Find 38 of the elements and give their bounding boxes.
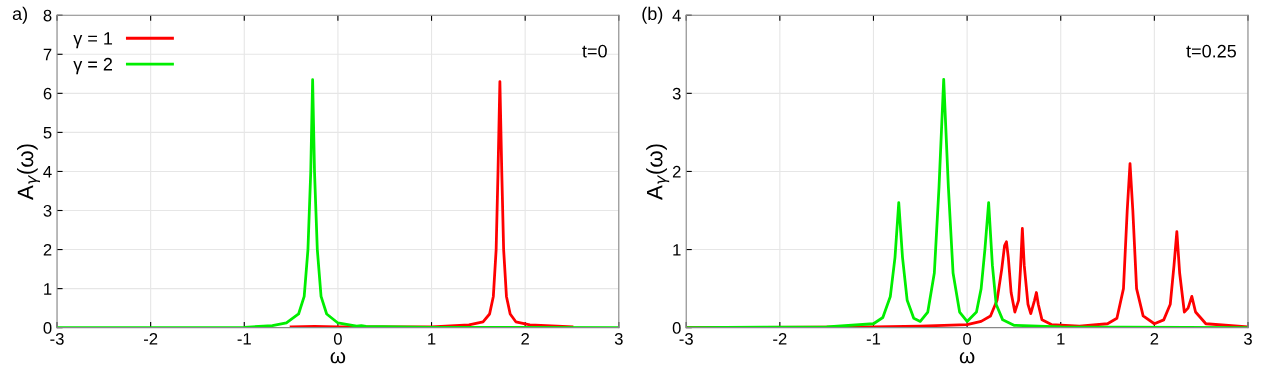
y-tick-label: 2	[43, 243, 52, 256]
x-tick-label: -1	[237, 333, 251, 345]
y-tick-label: 3	[672, 87, 681, 100]
x-tick-label: -2	[143, 332, 158, 345]
x-tick-label: 0	[333, 332, 342, 345]
annotation: t=0.25	[1186, 44, 1236, 58]
y-tick-label: 0	[672, 322, 681, 334]
x-tick-label: -3	[679, 332, 693, 345]
y-tick-label: 2	[672, 165, 681, 178]
x-axis-title: ω	[330, 351, 346, 364]
y-tick-label: 8	[43, 9, 52, 22]
x-tick-label: 3	[614, 332, 623, 345]
x-tick-label: -3	[50, 332, 64, 345]
text: a)	[12, 6, 28, 24]
legend-label: γ = 2	[73, 57, 112, 75]
y-tick-label: 1	[673, 244, 681, 256]
y-tick-label: 5	[43, 126, 52, 139]
y-tick-label: 1	[44, 283, 52, 295]
x-tick-label: -2	[773, 332, 787, 345]
y-tick-label: 7	[43, 48, 52, 61]
y-axis-title: A$_{γ}$(ω)	[646, 144, 670, 200]
x-tick-label: 3	[1244, 332, 1252, 345]
x-tick-label: 2	[1150, 332, 1159, 345]
y-tick-label: 6	[43, 87, 52, 100]
x-axis-title: ω	[959, 351, 975, 364]
x-tick-label: -1	[866, 333, 881, 345]
y-tick-label: 4	[43, 166, 52, 178]
annotation: t=0	[582, 44, 607, 58]
y-tick-label: 0	[43, 322, 52, 334]
x-tick-label: 1	[1057, 333, 1065, 345]
y-axis-title: A$_{γ}$(ω)	[17, 144, 40, 200]
x-tick-label: 2	[521, 332, 529, 345]
legend-label: γ = 1	[73, 32, 113, 49]
text: (b)	[642, 6, 663, 24]
y-tick-label: 3	[43, 204, 52, 217]
x-tick-label: 0	[963, 332, 972, 345]
y-tick-label: 4	[672, 9, 681, 22]
x-tick-label: 1	[428, 333, 436, 345]
